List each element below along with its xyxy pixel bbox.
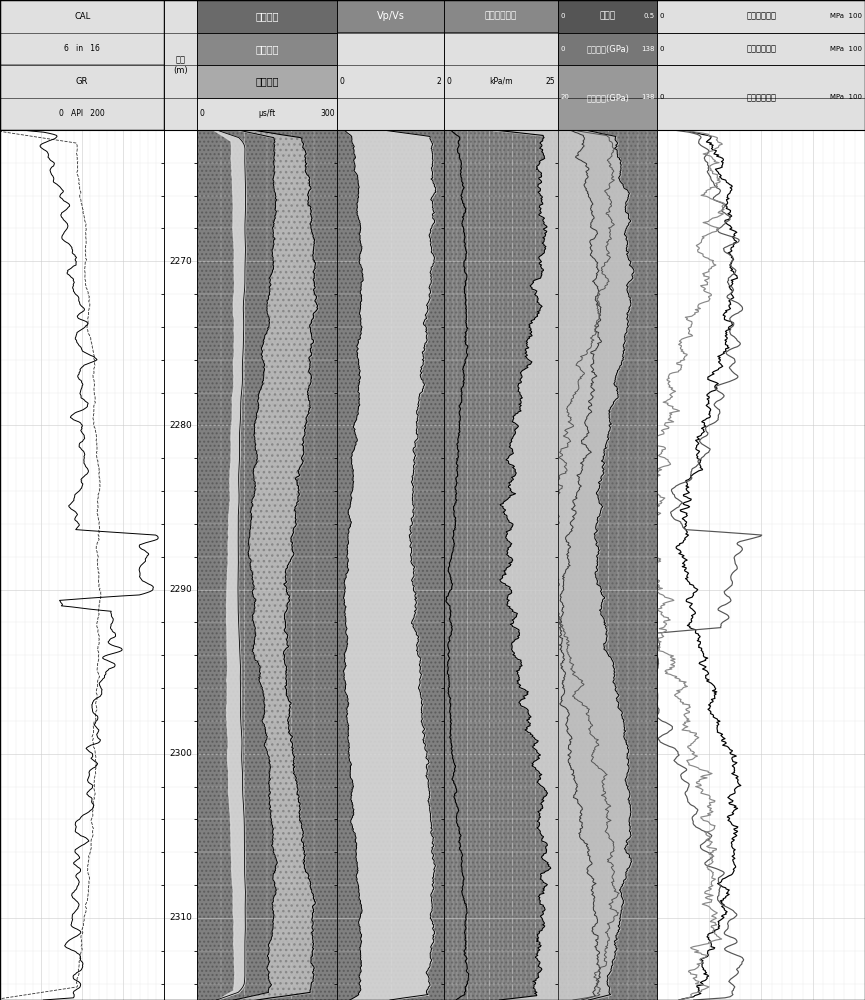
Text: 2270: 2270 <box>170 257 192 266</box>
Text: 杨氏模量(GPa): 杨氏模量(GPa) <box>586 93 629 102</box>
Text: μs/ft: μs/ft <box>259 109 276 118</box>
Bar <box>0 0 164 65</box>
Text: 2280: 2280 <box>170 421 192 430</box>
Bar <box>197 98 337 130</box>
Bar <box>444 32 558 130</box>
Text: 2: 2 <box>437 77 441 86</box>
Bar <box>0 65 164 130</box>
Text: 0: 0 <box>660 13 664 19</box>
Text: 2300: 2300 <box>170 749 192 758</box>
Text: 有效切向应力: 有效切向应力 <box>746 93 776 102</box>
Bar <box>197 65 337 98</box>
Text: 0: 0 <box>446 77 452 86</box>
Bar <box>444 0 558 32</box>
Text: 0: 0 <box>340 77 345 86</box>
Text: 300: 300 <box>320 109 335 118</box>
Text: 0: 0 <box>561 46 565 52</box>
Text: kPa/m: kPa/m <box>489 77 513 86</box>
Text: 138: 138 <box>641 46 655 52</box>
Bar <box>0 0 865 130</box>
Text: 0: 0 <box>200 109 205 118</box>
Bar <box>558 0 657 32</box>
Text: MPa  100: MPa 100 <box>830 13 862 19</box>
Text: MPa  100: MPa 100 <box>830 46 862 52</box>
Bar <box>657 65 865 130</box>
Text: 25: 25 <box>546 77 555 86</box>
Text: 0.5: 0.5 <box>644 13 655 19</box>
Bar <box>337 0 444 32</box>
Text: 6   in   16: 6 in 16 <box>64 44 100 53</box>
Bar <box>164 0 197 130</box>
Text: 0: 0 <box>561 13 565 19</box>
Text: 0: 0 <box>660 94 664 100</box>
Text: 剪切模量(GPa): 剪切模量(GPa) <box>586 44 629 53</box>
Text: 有效径向应力: 有效径向应力 <box>746 44 776 53</box>
Bar <box>657 32 865 65</box>
Bar <box>558 65 657 130</box>
Bar <box>657 0 865 32</box>
Bar <box>0 0 164 130</box>
Text: 0   API   200: 0 API 200 <box>60 109 105 118</box>
Text: 深度
(m): 深度 (m) <box>174 55 188 75</box>
Text: 138: 138 <box>641 94 655 100</box>
Bar <box>197 0 337 32</box>
Text: 泊松比: 泊松比 <box>599 12 616 21</box>
Text: 破裂压力梯度: 破裂压力梯度 <box>484 12 517 21</box>
Text: 纵波时差: 纵波时差 <box>255 76 279 86</box>
Text: 20: 20 <box>561 94 569 100</box>
Text: CAL: CAL <box>74 12 90 21</box>
Bar <box>558 32 657 65</box>
Text: MPa  100: MPa 100 <box>830 94 862 100</box>
Bar <box>197 32 337 65</box>
Text: 固有剪切强度: 固有剪切强度 <box>746 12 776 21</box>
Text: Vp/Vs: Vp/Vs <box>376 11 405 21</box>
Text: 斯通利波: 斯通利波 <box>255 11 279 21</box>
Text: GR: GR <box>76 77 88 86</box>
Text: 2310: 2310 <box>170 913 192 922</box>
Text: 2290: 2290 <box>170 585 192 594</box>
Bar <box>337 32 444 130</box>
Text: 0: 0 <box>660 46 664 52</box>
Text: 横波时差: 横波时差 <box>255 44 279 54</box>
